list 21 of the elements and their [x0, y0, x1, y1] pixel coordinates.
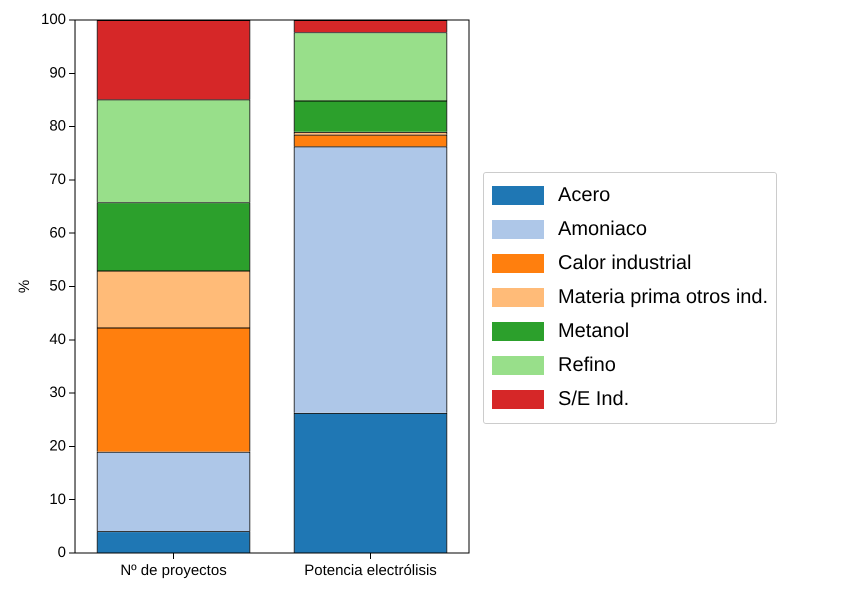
y-tick-label: 90: [49, 64, 66, 82]
x-tick-label: Nº de proyectos: [120, 562, 227, 580]
y-tick-label: 100: [40, 11, 66, 28]
legend-label: Amoniaco: [558, 218, 647, 241]
y-axis-title: %: [16, 280, 34, 294]
legend-label: Refino: [558, 354, 616, 377]
y-tick-label: 30: [49, 384, 66, 402]
y-tick-label: 60: [49, 224, 66, 242]
legend-label: Metanol: [558, 320, 630, 343]
legend-label: Acero: [558, 184, 610, 207]
y-tick-label: 0: [58, 544, 66, 562]
y-tick-label: 10: [49, 490, 66, 508]
y-tick-label: 70: [49, 171, 66, 188]
y-tick-label: 50: [49, 278, 66, 295]
y-tick-label: 40: [49, 330, 66, 348]
legend-label: Calor industrial: [558, 252, 692, 275]
y-tick-label: 20: [49, 438, 66, 455]
x-tick-label: Potencia electrólisis: [304, 562, 437, 580]
legend-label: Materia prima otros ind.: [558, 286, 768, 309]
legend-label: S/E Ind.: [558, 388, 630, 411]
y-tick-label: 80: [49, 118, 66, 135]
